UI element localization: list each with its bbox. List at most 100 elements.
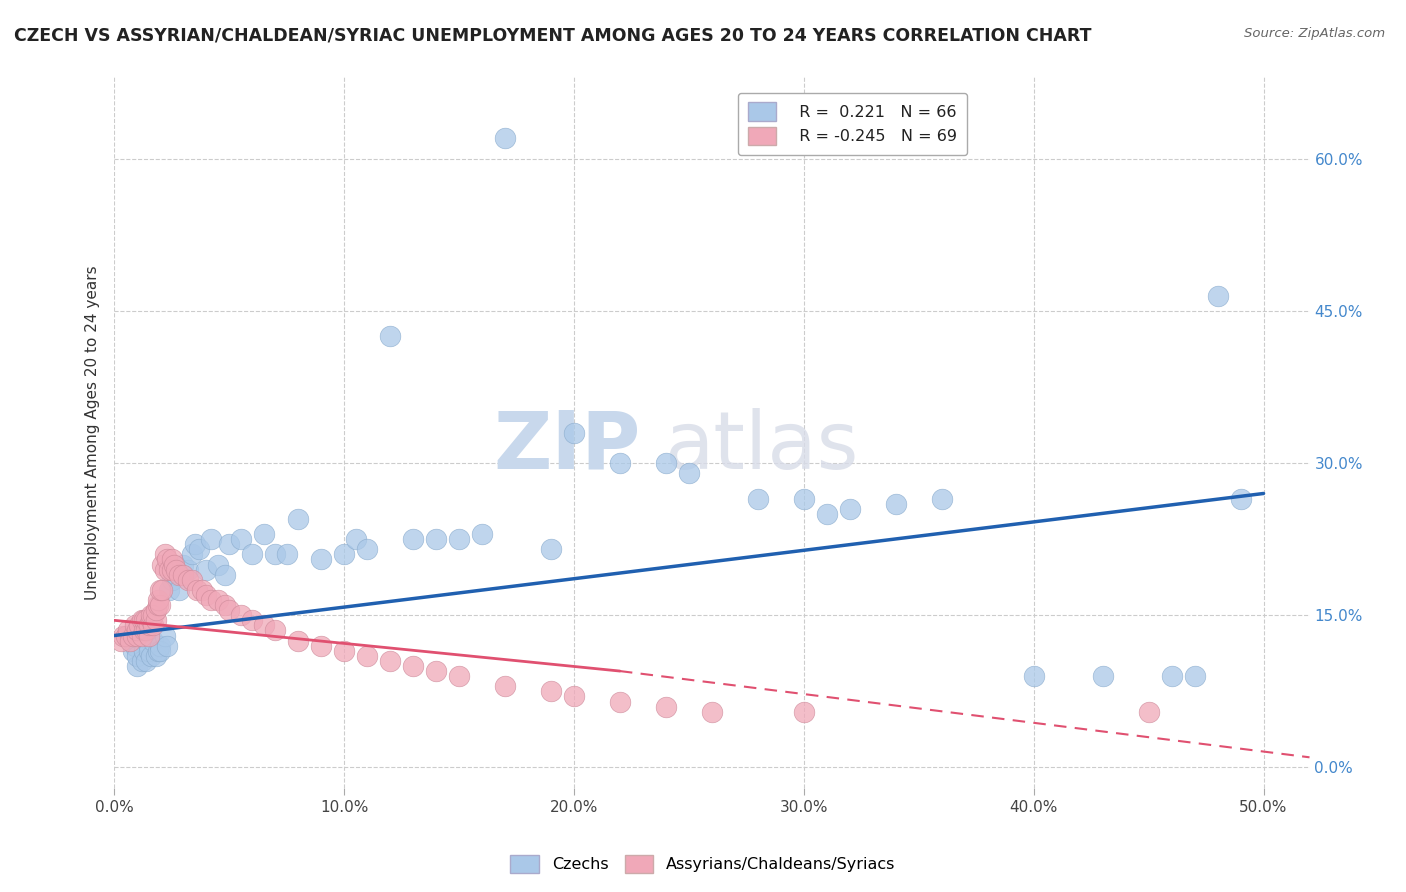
Point [240, 547, 263, 561]
Point [214, 567, 236, 582]
Point [165, 563, 187, 577]
Point [138, 639, 160, 653]
Point [138, 644, 160, 658]
Point [135, 613, 157, 627]
Point [344, 532, 367, 546]
Point [142, 618, 165, 632]
Point [195, 563, 218, 577]
Point [540, 542, 562, 557]
Point [229, 608, 252, 623]
Point [177, 563, 200, 577]
Point [172, 567, 194, 582]
Point [139, 648, 162, 663]
Point [172, 558, 194, 572]
Point [471, 527, 494, 541]
Point [333, 547, 356, 561]
Point [678, 466, 700, 480]
Point [145, 603, 167, 617]
Point [157, 563, 180, 577]
Point [112, 628, 135, 642]
Point [149, 644, 172, 658]
Point [1091, 669, 1114, 683]
Point [264, 624, 287, 638]
Point [1184, 669, 1206, 683]
Point [252, 527, 274, 541]
Point [793, 705, 815, 719]
Y-axis label: Unemployment Among Ages 20 to 24 years: Unemployment Among Ages 20 to 24 years [86, 265, 100, 600]
Point [356, 542, 378, 557]
Point [309, 639, 332, 653]
Text: Source: ZipAtlas.com: Source: ZipAtlas.com [1244, 27, 1385, 40]
Point [153, 563, 176, 577]
Point [190, 582, 212, 597]
Point [447, 532, 470, 546]
Point [425, 532, 447, 546]
Point [309, 552, 332, 566]
Point [276, 547, 298, 561]
Point [609, 694, 631, 708]
Point [128, 618, 150, 632]
Point [152, 582, 174, 597]
Point [127, 624, 149, 638]
Point [156, 552, 179, 566]
Point [131, 613, 153, 627]
Point [207, 558, 229, 572]
Point [181, 547, 204, 561]
Point [127, 628, 149, 642]
Point [146, 593, 169, 607]
Point [149, 582, 172, 597]
Point [186, 582, 208, 597]
Point [139, 613, 162, 627]
Point [378, 329, 401, 343]
Point [117, 624, 139, 638]
Point [121, 628, 143, 642]
Point [149, 639, 172, 653]
Point [494, 679, 516, 693]
Point [218, 537, 240, 551]
Point [138, 628, 160, 642]
Point [181, 573, 204, 587]
Legend: Czechs, Assyrians/Chaldeans/Syriacs: Czechs, Assyrians/Chaldeans/Syriacs [505, 848, 901, 880]
Point [139, 608, 162, 623]
Point [207, 593, 229, 607]
Point [114, 628, 136, 642]
Point [124, 618, 146, 632]
Point [132, 613, 155, 627]
Point [378, 654, 401, 668]
Point [195, 588, 218, 602]
Point [333, 644, 356, 658]
Point [540, 684, 562, 698]
Point [655, 699, 678, 714]
Point [131, 654, 153, 668]
Point [149, 598, 172, 612]
Point [447, 669, 470, 683]
Point [1229, 491, 1251, 506]
Point [127, 648, 149, 663]
Point [156, 639, 179, 653]
Point [142, 608, 165, 623]
Point [160, 552, 183, 566]
Point [356, 648, 378, 663]
Point [494, 131, 516, 145]
Point [240, 613, 263, 627]
Point [152, 558, 174, 572]
Point [200, 593, 222, 607]
Point [153, 547, 176, 561]
Point [163, 558, 186, 572]
Point [609, 456, 631, 470]
Point [200, 532, 222, 546]
Point [562, 425, 585, 440]
Point [229, 532, 252, 546]
Point [700, 705, 723, 719]
Point [127, 659, 149, 673]
Legend:   R =  0.221   N = 66,   R = -0.245   N = 69: R = 0.221 N = 66, R = -0.245 N = 69 [738, 93, 967, 155]
Point [1160, 669, 1182, 683]
Point [287, 512, 309, 526]
Point [252, 618, 274, 632]
Point [120, 633, 142, 648]
Point [167, 567, 190, 582]
Point [132, 624, 155, 638]
Point [132, 644, 155, 658]
Point [146, 644, 169, 658]
Point [121, 644, 143, 658]
